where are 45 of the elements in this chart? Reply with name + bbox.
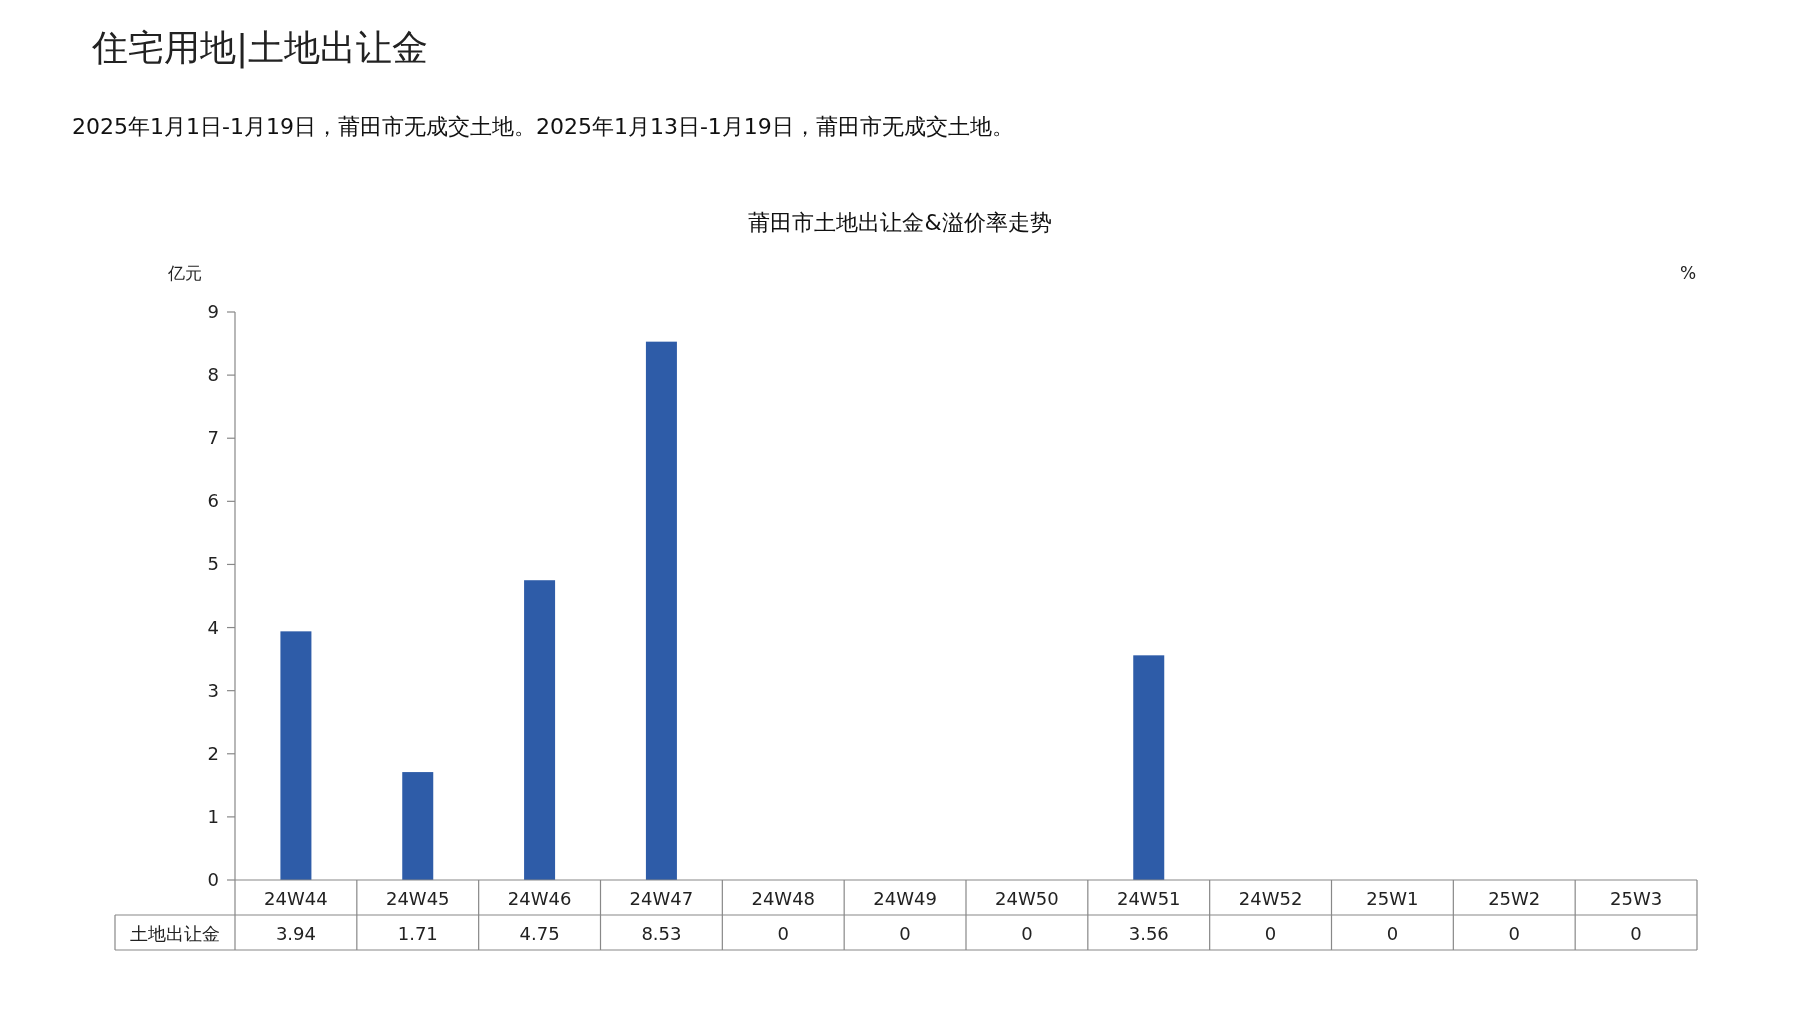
- x-tick-label: 24W46: [507, 888, 572, 909]
- bar: [402, 772, 434, 880]
- x-tick-label: 24W51: [1116, 888, 1181, 909]
- x-tick-label: 24W44: [264, 888, 328, 909]
- x-tick-label: 25W1: [1366, 888, 1419, 909]
- data-label: 8.53: [641, 923, 682, 944]
- x-tick-label: 24W47: [629, 888, 694, 909]
- text: 土地出让金: [130, 923, 220, 944]
- data-label: 3.94: [275, 923, 316, 944]
- x-tick-label: 24W49: [873, 888, 937, 909]
- data-label: 0: [1630, 923, 1642, 944]
- x-tick-label: 24W50: [995, 888, 1059, 909]
- y-tick-label: 5: [207, 553, 219, 575]
- bar: [524, 580, 556, 880]
- data-label: 3.56: [1128, 923, 1169, 944]
- y-tick-label: 3: [207, 679, 219, 701]
- y-tick-label: 4: [207, 616, 219, 638]
- bar: [645, 341, 677, 880]
- y-axis-title: 亿元: [167, 263, 202, 283]
- data-label: 0: [777, 923, 789, 944]
- data-label: 0: [1508, 923, 1520, 944]
- text: 2025年1月1日-1月19日，莆田市无成交土地。2025年1月13日-1月19日，莆田市无成交土地。: [72, 114, 1014, 139]
- y-tick-label: 8: [207, 364, 219, 386]
- y-tick-label: 0: [207, 869, 219, 890]
- data-label: 0: [1386, 923, 1399, 944]
- y-tick-label: 7: [207, 427, 219, 449]
- data-label: 0: [899, 923, 911, 944]
- data-label: 0: [1264, 923, 1277, 944]
- bar: [1133, 655, 1165, 880]
- y-tick-label: 2: [207, 742, 219, 764]
- chart-title: 莆田市土地出让金&溢价率走势: [748, 210, 1052, 235]
- x-tick-label: 24W52: [1238, 888, 1303, 909]
- data-label: 4.75: [519, 923, 560, 944]
- x-tick-label: 25W3: [1610, 888, 1663, 909]
- data-label: 0: [1021, 923, 1033, 944]
- text: 住宅用地|土地出让金: [91, 27, 429, 69]
- y2-axis-title: %: [1679, 263, 1697, 283]
- data-label: 1.71: [397, 923, 438, 944]
- x-tick-label: 25W2: [1488, 888, 1541, 909]
- x-tick-label: 24W45: [385, 888, 450, 909]
- y-tick-label: 6: [207, 490, 219, 512]
- y-tick-label: 9: [207, 301, 219, 322]
- y-tick-label: 1: [207, 805, 219, 827]
- bar: [280, 631, 312, 880]
- x-tick-label: 24W48: [751, 888, 816, 909]
